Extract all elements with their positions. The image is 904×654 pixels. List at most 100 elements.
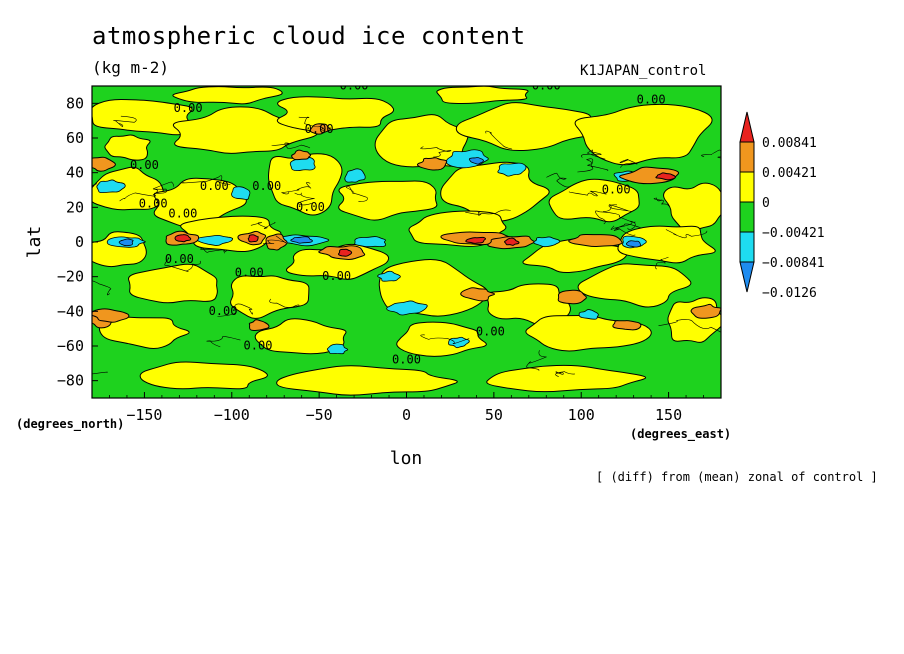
contour-label: 0.00 <box>130 158 159 172</box>
contour-label: 0.00 <box>200 179 229 193</box>
contour-line <box>619 158 638 168</box>
x-tick-label: 0 <box>402 406 411 424</box>
x-tick-label: 100 <box>568 406 595 424</box>
positive-region-7 <box>153 177 247 228</box>
contour-label: 0.00 <box>340 78 369 92</box>
contour-line <box>298 116 325 131</box>
positive-region-9 <box>338 180 438 221</box>
positive-region-5 <box>574 103 713 166</box>
contour-line <box>485 130 513 150</box>
contour-label: 0.00 <box>244 338 273 352</box>
contour-line <box>665 229 708 239</box>
contour-line <box>217 303 253 317</box>
contour-line <box>602 204 632 212</box>
negative-strong-region-16 <box>578 309 599 320</box>
contour-label: 0.00 <box>168 207 197 221</box>
colorbar-label: −0.00841 <box>762 256 825 271</box>
x-axis-units: (degrees_east) <box>630 427 731 442</box>
contour-label: 0.00 <box>532 78 561 92</box>
positive-region-19 <box>128 263 218 304</box>
y-tick-label: −60 <box>57 337 84 355</box>
colorbar-label: 0.00841 <box>762 136 817 151</box>
max-positive-region-4 <box>504 237 520 246</box>
colorbar-swatch <box>739 171 755 203</box>
negative-max-region-2 <box>626 240 642 248</box>
contour-label: 0.00 <box>252 179 281 193</box>
positive-region-8 <box>267 153 343 216</box>
negative-strong-region-13 <box>386 300 428 316</box>
contour-label: 0.00 <box>637 92 666 106</box>
max-positive-region-5 <box>247 234 259 243</box>
positive-region-1 <box>172 106 319 154</box>
contour-line <box>655 256 669 270</box>
positive-region-31 <box>486 364 647 393</box>
strong-positive-region-13 <box>460 287 496 302</box>
contour-line <box>269 298 300 308</box>
x-tick-label: 150 <box>655 406 682 424</box>
contour-line <box>465 209 511 216</box>
contour-label: 0.00 <box>476 325 505 339</box>
contour-line <box>595 210 636 225</box>
positive-region-29 <box>139 361 268 390</box>
positive-region-24 <box>98 316 190 349</box>
y-tick-label: 20 <box>66 198 84 216</box>
axes-and-labels: −150 −100 −50 0 50 100 150 −80 −60 −40 −20 0 20 40 60 8… <box>16 85 825 469</box>
chart-units: (kg m-2) <box>92 58 170 77</box>
contour-line <box>658 319 721 334</box>
colorbar-swatch <box>739 111 755 143</box>
contour-label: 0.00 <box>602 182 631 196</box>
negative-strong-region-15 <box>448 336 470 349</box>
x-tick-label: −50 <box>306 406 333 424</box>
colorbar-label: 0 <box>762 196 770 211</box>
contour-line <box>181 175 231 185</box>
strong-positive-region-18 <box>92 308 130 323</box>
contour-line <box>555 371 575 377</box>
contour-label: 0.00 <box>392 352 421 366</box>
contour-line <box>546 172 572 188</box>
contour-label: 0.00 <box>139 196 168 210</box>
y-tick-label: 60 <box>66 129 84 147</box>
max-positive-region-1 <box>465 236 487 244</box>
positive-region-18 <box>617 225 716 264</box>
strong-positive-region-2 <box>291 149 312 161</box>
positive-region-11 <box>548 178 640 223</box>
max-positive-region-2 <box>655 172 676 181</box>
strong-positive-region-12 <box>568 233 623 248</box>
negative-max-region-3 <box>468 157 484 165</box>
negative-strong-region-10 <box>354 236 386 248</box>
run-label: K1JAPAN_control <box>580 63 707 79</box>
colorbar-swatch <box>739 231 755 263</box>
contour-label: 0.00 <box>174 101 203 115</box>
contour-line <box>613 223 642 236</box>
negative-strong-region-17 <box>377 270 401 282</box>
contour-line <box>577 158 609 173</box>
positive-region-4 <box>455 102 595 152</box>
contour-line <box>420 146 452 158</box>
contour-label: 0.00 <box>235 266 264 280</box>
colorbar-label: −0.00421 <box>762 226 825 241</box>
max-positive-region-3 <box>338 248 353 257</box>
negative-strong-region-3 <box>344 168 366 183</box>
colorbar-swatch <box>739 141 755 173</box>
positive-region-6 <box>92 166 165 211</box>
positive-region-23 <box>577 263 692 308</box>
positive-region-30 <box>276 365 458 396</box>
strong-positive-region-15 <box>248 319 270 332</box>
colorbar-swatch <box>739 201 755 233</box>
positive-region-32 <box>104 134 151 161</box>
contour-line <box>200 247 228 254</box>
y-tick-label: 0 <box>75 233 84 251</box>
contour-label: 0.00 <box>305 122 334 136</box>
negative-max-region-1 <box>290 236 313 244</box>
colorbar-swatch <box>739 261 755 293</box>
contour-line <box>581 149 606 160</box>
y-tick-label: −80 <box>57 372 84 390</box>
contour-line <box>113 115 137 128</box>
positive-region-12 <box>663 182 721 233</box>
contour-label: 0.00 <box>209 304 238 318</box>
strong-positive-region-0 <box>92 156 116 172</box>
contour-line <box>701 149 721 159</box>
contour-line <box>250 222 276 229</box>
contour-line <box>263 235 287 244</box>
